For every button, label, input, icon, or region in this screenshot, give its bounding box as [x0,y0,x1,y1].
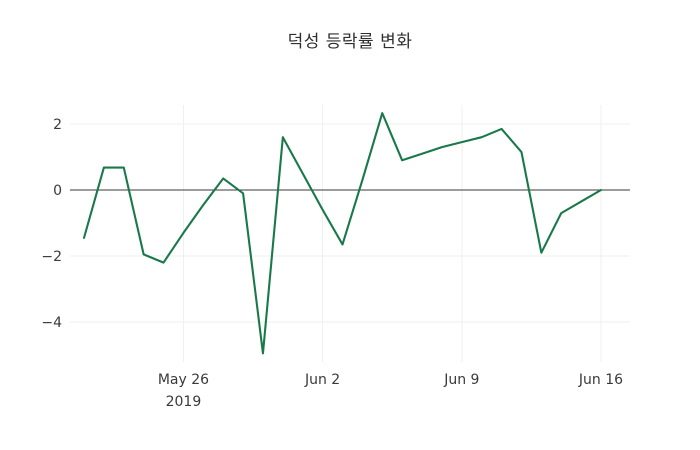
x-tick-label: Jun 9 [443,372,479,388]
y-tick-label: −2 [41,249,62,265]
y-tick-labels: 2 0 −2 −4 [41,117,62,331]
data-series-line [82,112,603,355]
x-tick-label: May 26 [158,372,209,388]
x-tick-sublabel: 2019 [166,394,202,410]
horizontal-gridlines [70,123,630,323]
y-tick-label: 2 [53,117,62,133]
chart-title: 덕성 등락률 변화 [287,32,413,52]
x-tick-label: Jun 16 [578,372,623,388]
y-tick-label: 0 [53,183,62,199]
x-tick-labels: May 26 2019 Jun 2 Jun 9 Jun 16 [158,372,623,410]
y-tick-label: −4 [41,315,62,331]
x-tick-label: Jun 2 [304,372,340,388]
